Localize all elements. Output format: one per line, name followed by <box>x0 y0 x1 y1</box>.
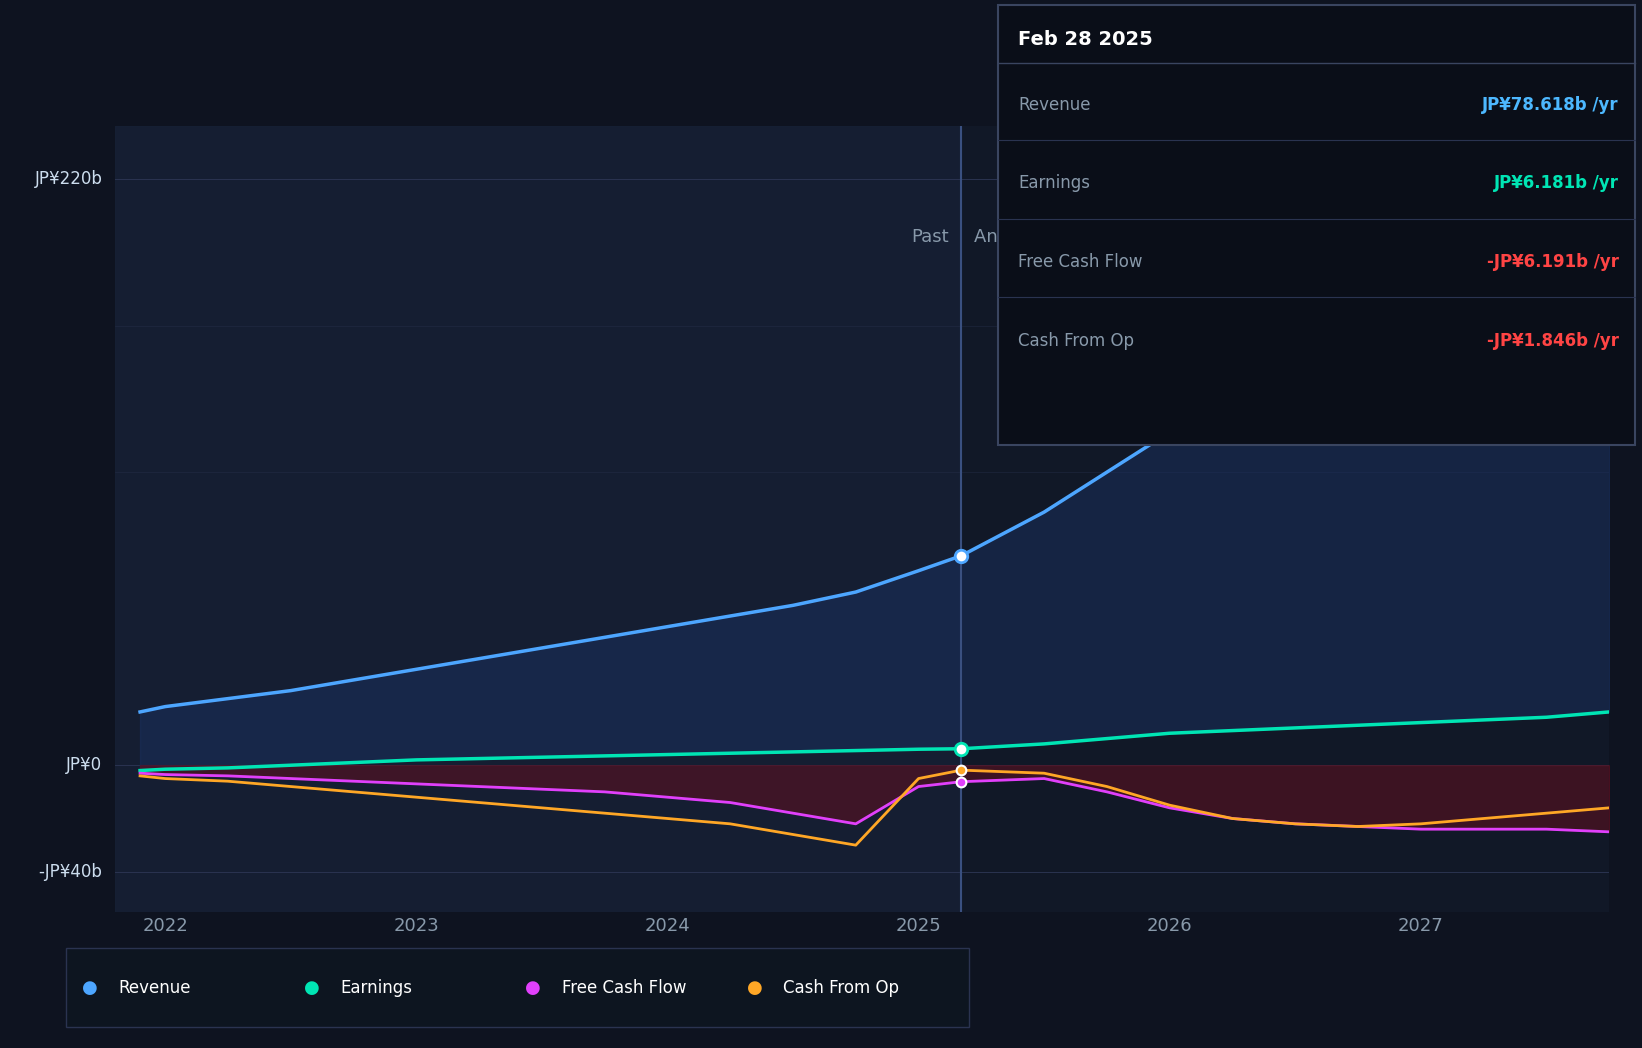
Text: -JP¥6.191b /yr: -JP¥6.191b /yr <box>1488 253 1619 271</box>
Text: JP¥6.181b /yr: JP¥6.181b /yr <box>1494 174 1619 193</box>
Text: Revenue: Revenue <box>1018 95 1090 114</box>
Text: Earnings: Earnings <box>340 979 412 998</box>
Text: -JP¥40b: -JP¥40b <box>38 863 102 880</box>
Text: Cash From Op: Cash From Op <box>1018 331 1135 350</box>
Text: ●: ● <box>82 979 99 998</box>
Text: Free Cash Flow: Free Cash Flow <box>562 979 686 998</box>
Text: Revenue: Revenue <box>118 979 190 998</box>
Text: Cash From Op: Cash From Op <box>783 979 900 998</box>
Text: Past: Past <box>911 228 949 246</box>
Text: Free Cash Flow: Free Cash Flow <box>1018 253 1143 271</box>
Text: -JP¥1.846b /yr: -JP¥1.846b /yr <box>1488 331 1619 350</box>
Text: ●: ● <box>747 979 764 998</box>
Text: Feb 28 2025: Feb 28 2025 <box>1018 30 1153 49</box>
Text: ●: ● <box>304 979 320 998</box>
Text: JP¥0: JP¥0 <box>66 757 102 774</box>
Text: JP¥220b: JP¥220b <box>34 170 102 188</box>
Text: ●: ● <box>525 979 542 998</box>
Text: Analysts Forecasts: Analysts Forecasts <box>974 228 1141 246</box>
Bar <box>115 126 961 912</box>
Text: Earnings: Earnings <box>1018 174 1090 193</box>
Text: JP¥78.618b /yr: JP¥78.618b /yr <box>1483 95 1619 114</box>
